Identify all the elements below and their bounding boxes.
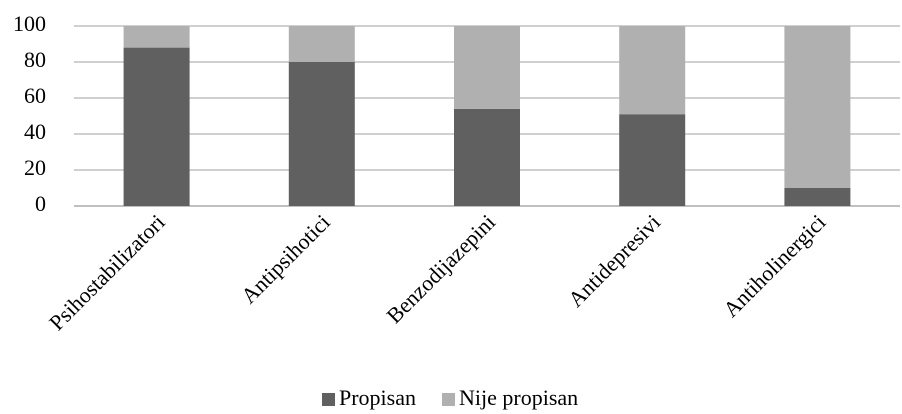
y-tick-label: 20 <box>24 155 46 180</box>
bar-segment <box>619 114 686 206</box>
bar-segment <box>454 108 520 206</box>
legend-label: Propisan <box>339 385 416 410</box>
bar-segment <box>123 47 190 206</box>
bar-segment <box>784 26 851 188</box>
x-tick-label: Benzodijazepini <box>381 209 500 328</box>
bar-segment <box>288 26 355 62</box>
bar-segment <box>619 26 686 115</box>
bar-segment <box>784 188 851 206</box>
bar-segment <box>454 26 520 109</box>
legend-swatch <box>442 393 455 406</box>
x-tick-label: Antipsihotici <box>236 209 335 308</box>
y-tick-label: 60 <box>24 83 46 108</box>
x-tick-label: Psihostabilizatori <box>44 209 170 335</box>
legend-label: Nije propisan <box>459 385 578 410</box>
x-tick-label: Antidepresivi <box>563 209 665 311</box>
y-tick-label: 0 <box>35 191 46 216</box>
y-tick-label: 80 <box>24 47 46 72</box>
x-tick-label: Antiholinergici <box>718 209 830 321</box>
y-tick-label: 40 <box>24 119 46 144</box>
legend-swatch <box>322 393 335 406</box>
y-tick-label: 100 <box>13 11 46 36</box>
bar-segment <box>123 26 190 48</box>
bar-segment <box>288 62 355 206</box>
